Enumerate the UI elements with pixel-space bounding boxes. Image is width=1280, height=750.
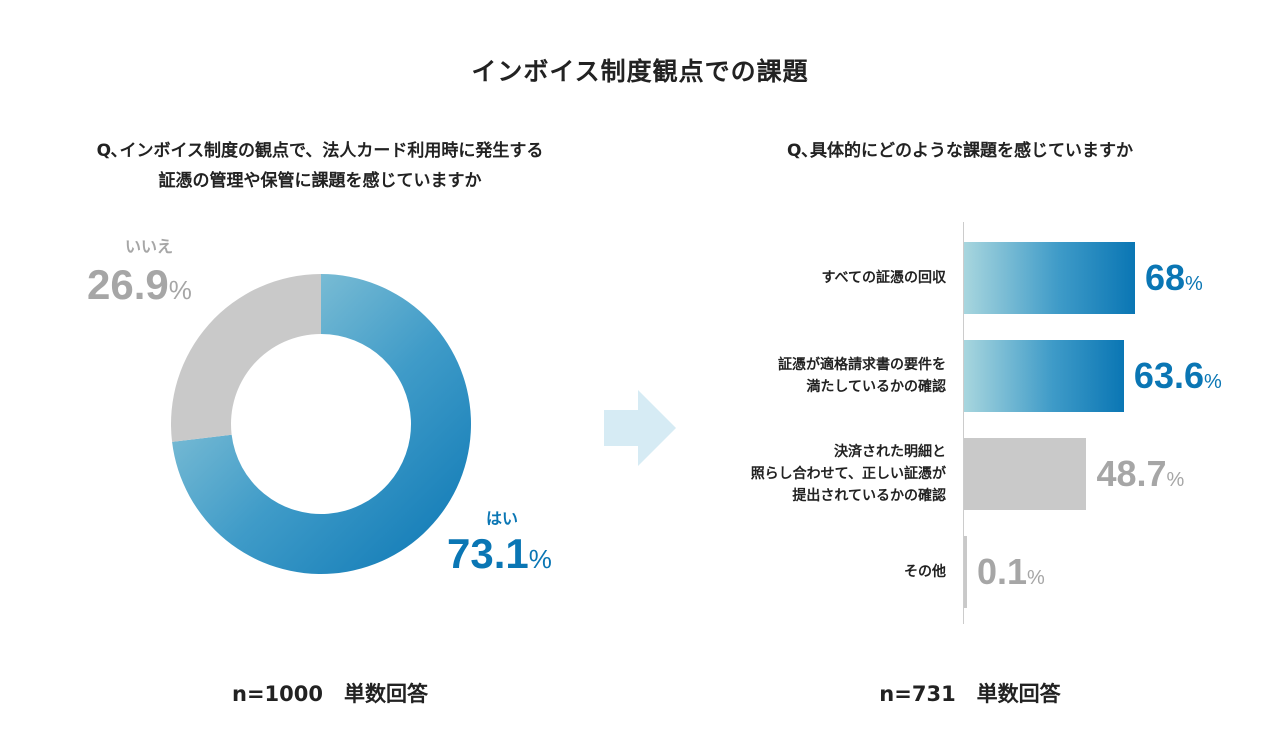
- bar-value-label: 0.1%: [977, 551, 1045, 592]
- left-question: Q､インボイス制度の観点で、法人カード利用時に発生する 証憑の管理や保管に課題を…: [40, 136, 600, 196]
- slice-label-yes: はい: [486, 509, 518, 528]
- bar-category-label: 決済された明細と 照らし合わせて、正しい証憑が 提出されているかの確認: [750, 444, 946, 504]
- donut-slice-yes: [172, 274, 471, 574]
- right-arrow-icon: [604, 390, 676, 466]
- left-question-line2: 証憑の管理や保管に課題を感じていますか: [158, 171, 482, 191]
- bar: [964, 340, 1124, 412]
- right-question: Q､具体的にどのような課題を感じていますか: [787, 141, 1133, 161]
- left-question-line1: Q､インボイス制度の観点で、法人カード利用時に発生する: [96, 141, 544, 161]
- bar-category-label: 証憑が適格請求書の要件を 満たしているかの確認: [778, 357, 946, 395]
- bar-chart: すべての証憑の回収 68% 証憑が適格請求書の要件を 満たしているかの確認 63.6%…: [700, 222, 1260, 632]
- bar-value-label: 68%: [1145, 257, 1203, 298]
- bar-category-label: その他: [904, 564, 946, 580]
- slice-value-yes: 73.1%: [447, 530, 552, 577]
- donut-chart: いいえ 26.9% はい 73.1%: [87, 237, 552, 577]
- slice-label-no: いいえ: [125, 237, 173, 256]
- bar-value-label: 48.7%: [1096, 453, 1185, 494]
- bar: [964, 536, 967, 608]
- bar-value-label: 63.6%: [1133, 355, 1222, 396]
- bar-category-label: すべての証憑の回収: [821, 270, 946, 286]
- left-sample-note: n=1000 単数回答: [232, 682, 428, 706]
- slice-value-no: 26.9%: [87, 261, 192, 308]
- bar-axis-line: [963, 222, 964, 624]
- bar: [964, 438, 1087, 510]
- chart-title: インボイス制度観点での課題: [471, 57, 809, 86]
- bar: [964, 242, 1135, 314]
- right-sample-note: n=731 単数回答: [879, 682, 1061, 706]
- donut-slice-no: [171, 274, 321, 442]
